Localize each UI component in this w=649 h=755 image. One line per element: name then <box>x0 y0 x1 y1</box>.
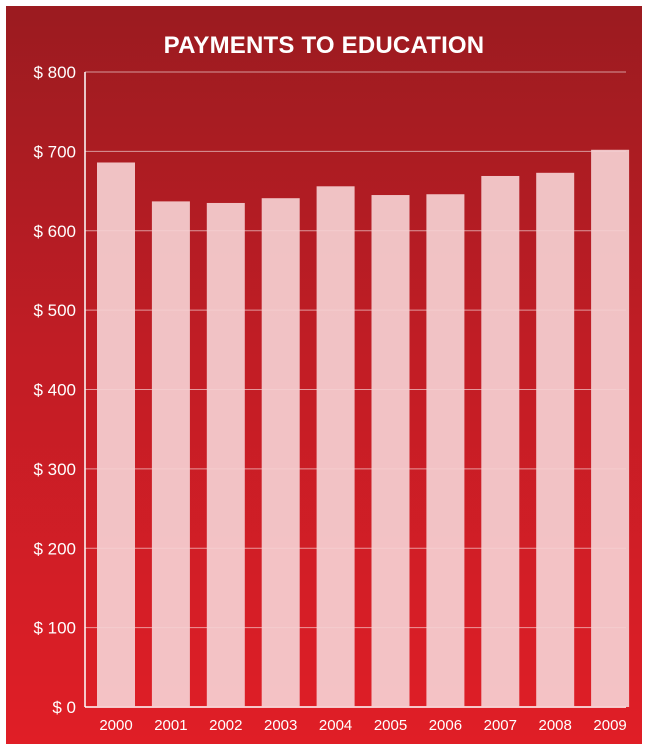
bar-2007 <box>481 175 520 707</box>
x-tick-label: 2000 <box>99 717 132 734</box>
bar-2005 <box>371 195 410 707</box>
y-tick-label: $ 200 <box>33 539 76 558</box>
x-tick-label: 2008 <box>539 717 572 734</box>
bar-chart: $ 0 $ 100 $ 200 $ 300 $ 400 $ 500 $ 600 $ 700 $ … <box>33 63 630 734</box>
bar-2000 <box>97 162 135 708</box>
y-tick-label: $ 100 <box>33 619 76 638</box>
x-tick-label: 2002 <box>209 717 242 734</box>
chart-panel: PAYMENTS TO EDUCATION $ 0 $ 100 $ 200 $ 300… <box>6 6 642 744</box>
x-tick-label: 2001 <box>154 717 187 734</box>
y-tick-label: $ 0 <box>52 698 76 717</box>
y-tick-label: $ 300 <box>33 460 76 479</box>
y-tick-label: $ 600 <box>33 222 76 241</box>
bar-2009 <box>591 149 630 708</box>
x-tick-label: 2005 <box>374 717 407 734</box>
y-tick-label: $ 800 <box>33 63 76 82</box>
y-tick-label: $ 700 <box>33 142 76 161</box>
x-tick-label: 2007 <box>484 717 517 734</box>
y-tick-label: $ 400 <box>33 381 76 400</box>
x-tick-label: 2003 <box>264 717 297 734</box>
x-tick-labels: 2000 2001 2002 2003 2004 2005 2006 2007 2008 2009 <box>99 717 626 734</box>
bar-2008 <box>536 172 575 707</box>
x-tick-label: 2004 <box>319 717 352 734</box>
bar-2003 <box>261 198 300 708</box>
y-tick-label: $ 500 <box>33 301 76 320</box>
bars <box>97 149 630 708</box>
bar-2002 <box>206 202 245 707</box>
bar-2006 <box>426 194 465 708</box>
x-tick-label: 2006 <box>429 717 462 734</box>
bar-2004 <box>316 186 355 708</box>
x-tick-label: 2009 <box>593 717 626 734</box>
bar-2001 <box>151 201 190 707</box>
chart-title: PAYMENTS TO EDUCATION <box>163 32 485 59</box>
y-tick-labels: $ 0 $ 100 $ 200 $ 300 $ 400 $ 500 $ 600 $ 700 $ … <box>33 63 76 717</box>
